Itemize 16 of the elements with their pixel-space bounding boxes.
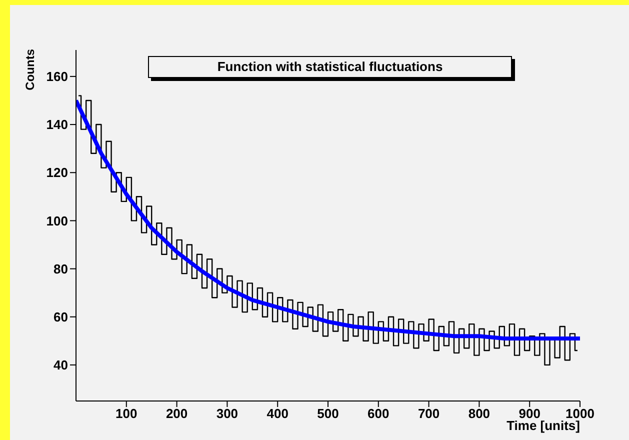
x-tick-label: 400 xyxy=(266,406,288,422)
y-tick-label: 60 xyxy=(54,309,68,324)
x-tick-label: 200 xyxy=(166,406,188,422)
y-axis-title: Counts xyxy=(23,49,37,92)
y-tick-label: 100 xyxy=(46,213,68,228)
y-tick-label: 120 xyxy=(46,165,68,180)
x-tick-label: 700 xyxy=(418,406,440,422)
x-tick-label: 800 xyxy=(468,406,490,422)
y-tick-label: 40 xyxy=(54,358,68,373)
y-tick-label: 80 xyxy=(54,261,68,276)
y-tick-label: 140 xyxy=(46,117,68,132)
x-tick-label: 300 xyxy=(216,406,238,422)
x-tick-label: 600 xyxy=(368,406,390,422)
x-tick-label: 500 xyxy=(317,406,339,422)
y-tick-label: 160 xyxy=(46,69,68,84)
x-tick-label: 100 xyxy=(116,406,138,422)
